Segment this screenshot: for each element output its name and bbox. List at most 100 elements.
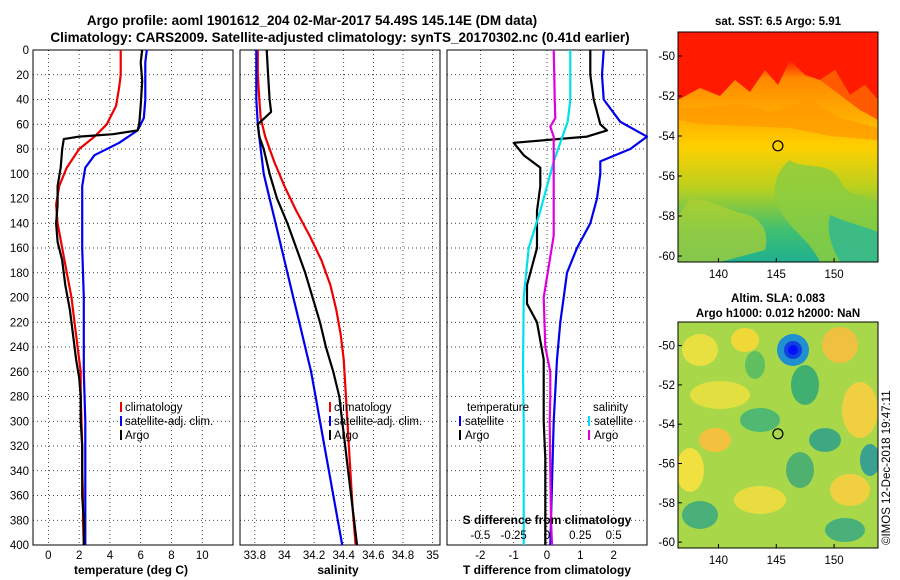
depth-tick-label: 280 (10, 392, 29, 404)
depth-tick-label: 20 (16, 70, 29, 82)
depth-tick-label: 260 (10, 367, 29, 379)
tick-layer: 0204060801001201401601802002202402602803… (10, 45, 622, 562)
legend-label-climatology: climatology (125, 402, 183, 414)
salinity-xtick-label: 34.4 (333, 550, 356, 562)
legend-label-argo: Argo (125, 430, 149, 442)
salinity-difference-tick-label: -0.25 (501, 530, 527, 542)
legend-label-temp-argo: Argo (465, 430, 489, 442)
temperature-xtick-label: 8 (168, 550, 174, 562)
salinity-series-argo (256, 49, 359, 546)
sst-map-image (678, 32, 878, 262)
temperature-series-satellite (81, 49, 148, 545)
sla-map-frame (677, 321, 879, 549)
difference-xtick-label: 2 (610, 550, 616, 562)
depth-tick-label: 320 (10, 441, 29, 453)
legend-swatch-satellite (120, 416, 122, 426)
difference-series-temperature-satellite (549, 49, 649, 546)
depth-tick-label: 60 (16, 119, 29, 131)
s-difference-xlabel: S difference from climatology (463, 513, 632, 527)
map-ytick-label: -54 (658, 419, 675, 431)
salinity-xtick-label: 33.8 (244, 550, 266, 562)
depth-tick-label: 120 (10, 194, 29, 206)
depth-tick-label: 140 (10, 218, 29, 230)
salinity-series-climatology (256, 50, 357, 546)
map-ytick-label: -54 (658, 131, 675, 143)
salinity-difference-tick-label: -0.5 (470, 530, 490, 542)
depth-tick-label: 360 (10, 491, 29, 503)
legend-swatch-climatology (329, 402, 331, 412)
depth-tick-label: 160 (10, 243, 29, 255)
salinity-difference-tick-label: 0.25 (569, 530, 591, 542)
sst-map-title: sat. SST: 6.5 Argo: 5.91 (715, 16, 842, 28)
salinity-series-satellite (255, 50, 344, 546)
figure-title-line1: Argo profile: aoml 1901612_204 02-Mar-20… (87, 13, 537, 28)
difference-legend: temperature salinity satellite Argo sate… (459, 402, 633, 442)
depth-tick-label: 200 (10, 293, 29, 305)
sst-argo-location-marker (772, 140, 784, 152)
temperature-xtick-label: 4 (107, 550, 114, 562)
map-xtick-label: 140 (709, 555, 728, 567)
map-ytick-label: -58 (658, 211, 675, 223)
sla-map-title-line1: Altim. SLA: 0.083 (731, 293, 825, 305)
map-xtick-label: 145 (767, 555, 786, 567)
legend-label-satellite: satellite-adj. clim. (125, 416, 213, 428)
map-ytick-label: -60 (658, 251, 675, 263)
legend-label-sal-argo: Argo (594, 430, 618, 442)
temperature-xtick-label: 10 (196, 550, 209, 562)
sla-map-title-line2: Argo h1000: 0.012 h2000: NaN (696, 308, 860, 320)
legend-swatch-climatology (120, 402, 122, 412)
sst-map-ticks: 140 145 150 -50 -52 -54 -56 -58 -60 (658, 51, 843, 281)
salinity-difference-tick-label: 0 (544, 530, 550, 542)
depth-tick-label: 380 (10, 515, 29, 527)
depth-tick-label: 40 (16, 95, 29, 107)
salinity-xtick-label: 34.2 (303, 550, 325, 562)
legend-label-argo: Argo (334, 430, 358, 442)
map-ytick-label: -60 (658, 537, 675, 549)
temperature-xtick-label: 6 (137, 550, 143, 562)
depth-tick-label: 180 (10, 268, 29, 280)
legend-swatch-argo (120, 430, 122, 440)
t-difference-xlabel: T difference from climatology (463, 563, 631, 577)
map-xtick-label: 140 (709, 269, 728, 281)
salinity-xtick-label: 34 (278, 550, 291, 562)
map-ytick-label: -58 (658, 498, 675, 510)
legend-header-salinity: salinity (593, 402, 628, 414)
legend-label-satellite: satellite-adj. clim. (334, 416, 422, 428)
legend-swatch-sal-argo (588, 430, 590, 440)
legend-header-temperature: temperature (467, 402, 529, 414)
salinity-legend: climatology satellite-adj. clim. Argo (329, 402, 422, 442)
map-ytick-label: -56 (658, 458, 675, 470)
map-ytick-label: -52 (658, 380, 675, 392)
depth-tick-label: 80 (16, 144, 29, 156)
depth-tick-label: 0 (23, 45, 29, 57)
difference-series-temperature-argo (512, 50, 609, 545)
legend-swatch-argo (329, 430, 331, 440)
sla-map-ticks: 140 145 150 -50 -52 -54 -56 -58 -60 (658, 341, 843, 567)
figure-title-line2: Climatology: CARS2009. Satellite-adjuste… (50, 30, 629, 45)
temperature-series-argo (54, 49, 144, 545)
sla-argo-location-marker (772, 428, 784, 440)
grid-layer (33, 50, 647, 545)
difference-series-salinity-satellite (521, 50, 572, 545)
depth-tick-label: 100 (10, 169, 29, 181)
salinity-xtick-label: 35 (426, 550, 439, 562)
sla-map-image (678, 322, 878, 548)
sst-map-frame (677, 31, 879, 263)
temperature-xtick-label: 0 (45, 550, 51, 562)
map-xtick-label: 150 (824, 269, 843, 281)
series-layer (54, 49, 649, 546)
difference-xtick-label: 1 (577, 550, 583, 562)
depth-tick-label: 220 (10, 317, 29, 329)
map-ytick-label: -52 (658, 91, 675, 103)
map-ytick-label: -50 (658, 341, 675, 353)
difference-xtick-label: 0 (544, 550, 550, 562)
legend-label-temp-satellite: satellite (465, 416, 504, 428)
legend-label-climatology: climatology (334, 402, 392, 414)
map-xtick-label: 145 (767, 269, 786, 281)
credit-text: ©IMOS 12-Dec-2018 19:47:11 (881, 390, 893, 545)
legend-swatch-temp-satellite (459, 416, 461, 426)
map-ytick-label: -56 (658, 171, 675, 183)
depth-tick-label: 300 (10, 416, 29, 428)
legend-swatch-temp-argo (459, 430, 461, 440)
